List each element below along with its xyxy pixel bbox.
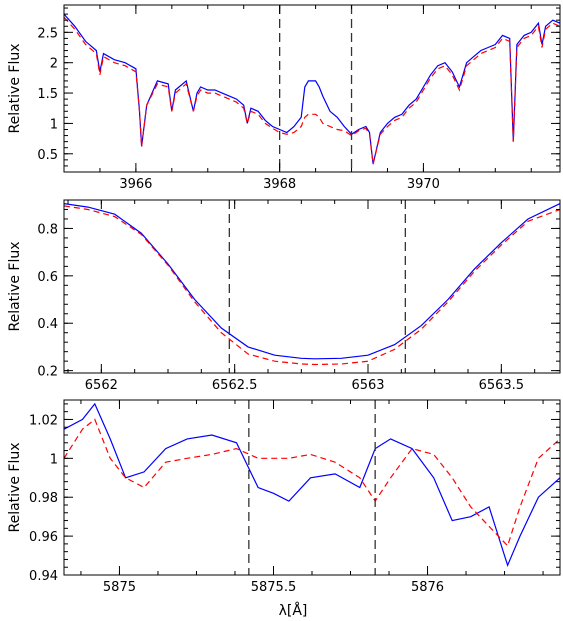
x-tick-label: 5875 — [103, 580, 136, 595]
x-tick-label: 6562.5 — [212, 378, 258, 393]
y-tick-label: 0.96 — [29, 530, 58, 545]
plot-frame — [63, 199, 561, 374]
y-tick-label: 1.5 — [37, 87, 58, 102]
panel-he-i: 5875 5875.5 5876 0.94 0.96 0.98 1 1.02 Relative … — [7, 399, 561, 595]
y-tick-label: 0.94 — [29, 569, 58, 584]
y-axis-label: Relative Flux — [7, 43, 23, 133]
panel-ca-ii-h: 3966 3968 3970 0.5 1 1.5 2 2.5 Relative Flux — [7, 4, 561, 192]
plot-frame — [63, 4, 561, 173]
series-line-observed — [64, 402, 560, 568]
y-axis-label: Relative Flux — [7, 241, 23, 331]
series-line-model — [64, 16, 560, 165]
series-line-model — [64, 418, 560, 547]
y-axis-label: Relative Flux — [7, 442, 23, 532]
plot-frame — [63, 399, 561, 576]
series-line-observed — [64, 203, 560, 360]
y-tick-label: 0.98 — [29, 491, 58, 506]
series-line-observed — [64, 13, 560, 165]
x-tick-label: 3968 — [263, 177, 296, 192]
x-tick-label: 3966 — [119, 177, 152, 192]
x-axis-label: λ[Å] — [279, 602, 308, 619]
y-tick-label: 0.2 — [37, 365, 58, 380]
y-tick-label: 0.8 — [37, 222, 58, 237]
x-tick-label: 6563 — [351, 378, 384, 393]
x-tick-label: 5875.5 — [251, 580, 297, 595]
y-tick-label: 0.5 — [37, 148, 58, 163]
y-tick-label: 2 — [50, 57, 58, 72]
y-tick-label: 0.6 — [37, 270, 58, 285]
x-tick-label: 6563.5 — [479, 378, 525, 393]
y-tick-label: 1 — [50, 452, 58, 467]
y-tick-label: 0.4 — [37, 317, 58, 332]
x-tick-label: 6562 — [85, 378, 118, 393]
y-tick-label: 1 — [50, 117, 58, 132]
panel-h-alpha: 6562 6562.5 6563 6563.5 0.2 0.4 0.6 0.8 Relative… — [7, 199, 561, 393]
y-tick-label: 1.02 — [29, 413, 58, 428]
y-tick-label: 2.5 — [37, 26, 58, 41]
x-tick-label: 5876 — [411, 580, 444, 595]
series-line-model — [64, 205, 560, 366]
x-tick-label: 3970 — [407, 177, 440, 192]
